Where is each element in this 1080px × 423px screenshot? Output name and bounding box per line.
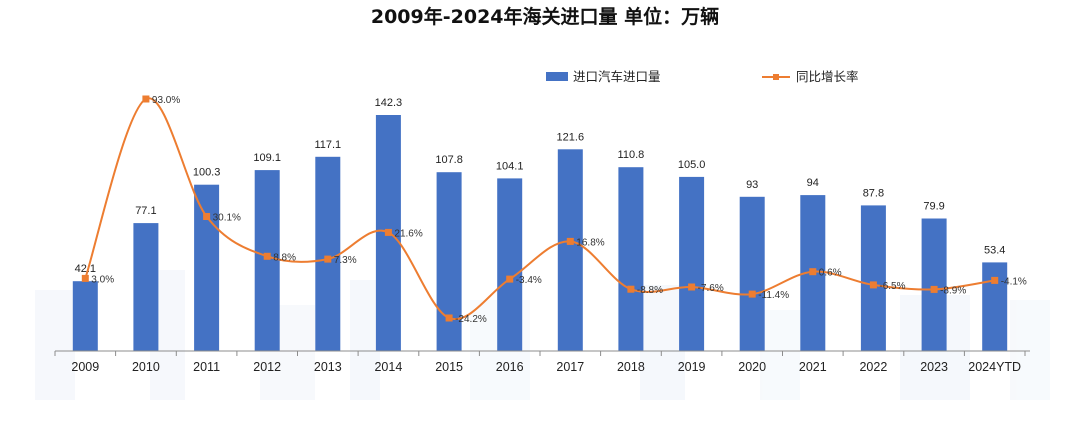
growth-point-2023 <box>930 285 938 293</box>
growth-label-2011: 30.1% <box>213 213 241 224</box>
growth-point-2022 <box>869 281 877 289</box>
growth-label-2012: 8.8% <box>273 252 296 263</box>
bar-value-label-2009: 42.1 <box>75 263 96 275</box>
bar-value-label-2024YTD: 53.4 <box>984 244 1005 256</box>
bar-2011 <box>194 184 220 351</box>
growth-label-2019: -7.6% <box>698 283 724 294</box>
bar-2022 <box>860 205 886 351</box>
bar-value-label-2015: 107.8 <box>435 154 463 166</box>
x-tick-label-2021: 2021 <box>799 360 827 374</box>
bar-value-label-2012: 109.1 <box>253 152 281 164</box>
bar-2009 <box>72 281 98 351</box>
bar-value-label-2019: 105.0 <box>678 159 706 171</box>
growth-point-2010 <box>142 95 150 103</box>
bar-2023 <box>921 218 947 351</box>
bar-value-label-2020: 93 <box>746 179 758 191</box>
growth-label-2013: 7.3% <box>334 255 357 266</box>
legend: 进口汽车进口量 同比增长率 <box>546 69 859 84</box>
x-tick-label-2009: 2009 <box>71 360 99 374</box>
growth-point-2014 <box>384 228 392 236</box>
growth-label-2024YTD: -4.1% <box>1001 276 1027 287</box>
growth-label-2021: 0.6% <box>819 268 842 279</box>
x-tick-label-2015: 2015 <box>435 360 463 374</box>
growth-point-2020 <box>748 290 756 298</box>
bar-value-label-2016: 104.1 <box>496 160 524 172</box>
growth-point-2017 <box>566 237 574 245</box>
growth-rate-line <box>84 97 995 321</box>
x-tick-label-2016: 2016 <box>496 360 524 374</box>
growth-label-2016: -3.4% <box>516 275 542 286</box>
bar-2010 <box>133 223 159 351</box>
x-tick-label-2012: 2012 <box>253 360 281 374</box>
bars-layer: 42.1 77.1 100.3 109.1 117.1 142.3 107.8 104.1 12… <box>72 97 1008 351</box>
growth-line-layer: 3.0% 93.0% 30.1% 8.8% 7.3% 21.6% -24.2% -3.4% 16… <box>81 95 1027 325</box>
chart-title: 2009年-2024年海关进口量 单位：万辆 <box>371 5 719 28</box>
growth-label-2020: -11.4% <box>758 290 789 301</box>
bar-2017 <box>557 149 583 351</box>
x-tick-label-2023: 2023 <box>920 360 948 374</box>
legend-line-label: 同比增长率 <box>796 69 859 84</box>
growth-point-2021 <box>809 268 817 276</box>
growth-point-2024YTD <box>991 276 999 284</box>
growth-point-2009 <box>81 274 89 282</box>
growth-label-2018: -8.8% <box>637 285 663 296</box>
growth-point-2015 <box>445 314 453 322</box>
bar-2020 <box>739 196 765 351</box>
bar-value-label-2014: 142.3 <box>375 97 403 109</box>
growth-label-2014: 21.6% <box>394 228 422 239</box>
legend-item-line: 同比增长率 <box>762 69 859 84</box>
bar-value-label-2023: 79.9 <box>923 201 944 213</box>
x-tick-label-2010: 2010 <box>132 360 160 374</box>
growth-label-2017: 16.8% <box>576 237 604 248</box>
bar-2016 <box>497 178 523 351</box>
bar-value-label-2017: 121.6 <box>557 131 585 143</box>
bar-value-label-2010: 77.1 <box>135 205 156 217</box>
growth-label-2023: -8.9% <box>940 285 966 296</box>
growth-label-2015: -24.2% <box>455 314 487 325</box>
x-tick-label-2019: 2019 <box>678 360 706 374</box>
growth-label-2010: 93.0% <box>152 95 180 106</box>
bar-value-label-2013: 117.1 <box>314 139 341 151</box>
legend-line-marker <box>773 74 779 80</box>
x-tick-label-2018: 2018 <box>617 360 645 374</box>
growth-label-2009: 3.0% <box>91 274 114 285</box>
legend-bar-label: 进口汽车进口量 <box>573 69 661 84</box>
x-axis-ticks: 2009 2010 2011 2012 2013 2014 2015 2016 2017 2018… <box>54 351 1026 374</box>
growth-point-2019 <box>688 283 696 291</box>
growth-point-2011 <box>203 213 211 220</box>
growth-label-2022: -6.5% <box>879 281 905 292</box>
bar-2018 <box>618 167 644 351</box>
bar-2013 <box>315 156 341 351</box>
legend-bar-swatch <box>546 72 568 81</box>
x-tick-label-2020: 2020 <box>738 360 766 374</box>
bar-value-label-2018: 110.8 <box>618 149 645 161</box>
bar-value-label-2021: 94 <box>807 177 819 189</box>
x-tick-label-2024YTD: 2024YTD <box>968 360 1021 374</box>
growth-point-2013 <box>324 255 332 263</box>
legend-item-bars: 进口汽车进口量 <box>546 69 661 84</box>
growth-point-2012 <box>263 252 271 260</box>
bar-2019 <box>679 176 705 351</box>
x-tick-label-2022: 2022 <box>859 360 887 374</box>
bar-value-label-2022: 87.8 <box>863 187 884 199</box>
x-tick-label-2014: 2014 <box>374 360 402 374</box>
bar-value-label-2011: 100.3 <box>193 167 221 179</box>
growth-point-2016 <box>506 275 514 283</box>
x-tick-label-2017: 2017 <box>556 360 584 374</box>
x-tick-label-2011: 2011 <box>193 360 220 374</box>
growth-point-2018 <box>627 285 635 293</box>
x-tick-label-2013: 2013 <box>314 360 342 374</box>
bar-2012 <box>254 170 280 351</box>
